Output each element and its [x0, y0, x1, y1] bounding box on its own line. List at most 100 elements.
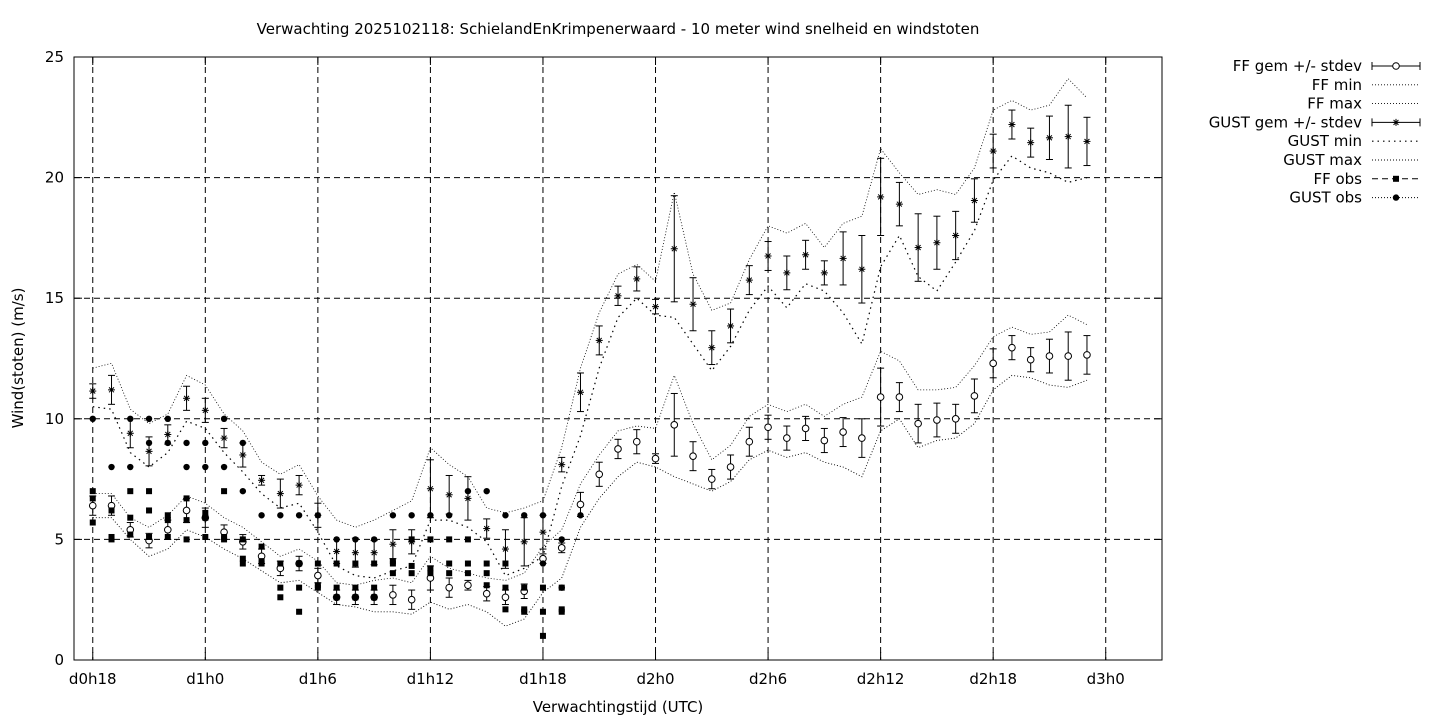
- ff-obs-point: [314, 560, 321, 567]
- gust-mean-point: [764, 252, 772, 260]
- gust-obs-point: [370, 536, 378, 543]
- gust-mean-point-stroke: [877, 194, 884, 200]
- gust-obs-point: [145, 415, 153, 422]
- ff-obs-point: [146, 533, 153, 540]
- ff-obs-point: [146, 507, 153, 514]
- legend-swatch-marker-stroke: [1393, 119, 1399, 126]
- x-tick-label: d1h12: [407, 670, 455, 688]
- ff-mean-point: [614, 445, 622, 453]
- gust-mean-point: [89, 387, 97, 395]
- gust-mean-point-stroke: [296, 482, 302, 488]
- ff-obs-point: [108, 536, 115, 543]
- gust-mean-point: [220, 434, 228, 442]
- gust-mean-point: [258, 476, 266, 484]
- gust-mean-point: [201, 406, 209, 414]
- gust-mean-point-stroke: [784, 270, 790, 276]
- gust-mean-point-stroke: [915, 244, 921, 251]
- ff-mean-point: [445, 583, 453, 592]
- gust-obs-point: [220, 415, 228, 422]
- ff-obs-point: [502, 560, 509, 567]
- ff-mean-point: [482, 589, 491, 598]
- ff-obs-point: [389, 570, 396, 577]
- gust-mean-point: [126, 429, 134, 437]
- ff-obs-point: [202, 514, 209, 521]
- gust-mean-point-stroke: [708, 344, 715, 351]
- gust-mean-point-stroke: [990, 148, 996, 154]
- ff-obs-point: [296, 560, 303, 567]
- ff-mean-point: [707, 475, 716, 483]
- gust-mean-point-stroke: [840, 255, 846, 262]
- ff-obs-point: [164, 512, 171, 519]
- gust-mean-point-stroke: [671, 245, 678, 252]
- ff-obs-point: [202, 509, 209, 516]
- gust-obs-point: [183, 463, 190, 471]
- gust-mean-point-stroke: [1084, 138, 1090, 145]
- gust-mean-point: [820, 269, 828, 277]
- gust-mean-point: [1045, 134, 1053, 142]
- gust-mean-point-stroke: [859, 266, 865, 273]
- gust-mean-point: [183, 394, 191, 402]
- ff-obs-point: [127, 488, 134, 495]
- gust-mean-point: [877, 193, 885, 201]
- ff-obs-point: [89, 519, 96, 526]
- ff-min-line: [92, 374, 1088, 627]
- x-tick-label: d1h6: [299, 670, 337, 688]
- gust-obs-point: [164, 439, 171, 447]
- plot-frame: [73, 56, 1163, 661]
- ff-mean-point: [783, 434, 791, 442]
- gust-obs-point: [389, 512, 397, 519]
- gust-mean-point: [1008, 121, 1016, 129]
- ff-mean-point: [314, 571, 322, 580]
- gust-mean-point: [239, 451, 247, 459]
- gust-obs-point: [145, 439, 153, 447]
- gust-mean-point-stroke: [596, 337, 603, 344]
- gust-obs-point: [539, 560, 547, 567]
- gust-mean-point-stroke: [483, 525, 490, 532]
- axes: 0 5 10 15 20 25 d0h18 d1h0 d1h6 d1h12 d1h18 d2h0 d2h…: [45, 48, 1163, 688]
- gust-mean-point: [933, 239, 941, 247]
- gust-mean-point-stroke: [183, 395, 190, 402]
- ff-obs-point: [427, 536, 434, 543]
- ff-obs-point: [202, 533, 209, 540]
- gust-mean-point: [295, 481, 303, 489]
- gust-mean-point-stroke: [446, 491, 452, 498]
- ff-mean-point: [1026, 355, 1035, 364]
- ff-mean-point: [1064, 352, 1073, 360]
- y-tick-label: 15: [45, 289, 64, 307]
- ff-mean-point: [858, 434, 866, 442]
- ff-mean-point: [670, 421, 679, 429]
- ff-obs-point: [296, 608, 303, 615]
- legend-label: FF min: [1312, 76, 1362, 94]
- ff-mean-point: [501, 593, 510, 602]
- ff-obs-point: [558, 606, 565, 613]
- gust-mean-point-stroke: [727, 323, 734, 329]
- ff-mean-point: [557, 544, 566, 552]
- gust-mean-point-stroke: [690, 301, 696, 308]
- legend-label: FF gem +/- stdev: [1233, 57, 1362, 75]
- ff-obs-point: [277, 584, 284, 591]
- ff-obs-point: [146, 488, 153, 495]
- gust-mean-point-stroke: [502, 546, 509, 552]
- gust-mean-point-stroke: [221, 435, 227, 441]
- gust-mean-point-stroke: [371, 549, 377, 556]
- ff-obs-point: [89, 495, 96, 502]
- ff-obs-point: [277, 594, 284, 601]
- x-tick-label: d3h0: [1087, 670, 1125, 688]
- gust-mean-point-stroke: [127, 430, 134, 437]
- legend-label: GUST max: [1283, 151, 1362, 169]
- gust-mean-point-stroke: [164, 431, 171, 438]
- x-tick-label: d1h18: [519, 670, 567, 688]
- ff-obs-point: [221, 536, 228, 543]
- ff-obs-point: [296, 584, 303, 591]
- ff-obs-point: [446, 570, 453, 577]
- ff-obs-point: [239, 536, 246, 543]
- gust-mean-point-stroke: [89, 388, 96, 394]
- gust-mean-point: [802, 251, 810, 259]
- ff-obs-point: [483, 570, 490, 577]
- gust-mean-point-stroke: [633, 276, 640, 282]
- gust-mean-point: [595, 336, 603, 344]
- ff-mean-point: [1083, 351, 1091, 359]
- gust-mean-point: [652, 303, 660, 311]
- min-max-lines: [92, 78, 1088, 627]
